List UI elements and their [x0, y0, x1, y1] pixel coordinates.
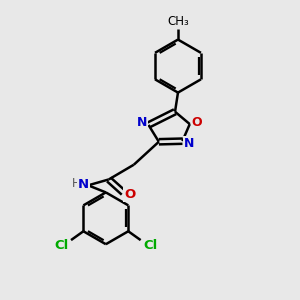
Text: N: N — [137, 116, 147, 129]
Text: CH₃: CH₃ — [167, 15, 189, 28]
Text: O: O — [192, 116, 203, 129]
Text: O: O — [124, 188, 136, 201]
Text: N: N — [184, 137, 194, 150]
Text: Cl: Cl — [55, 239, 69, 252]
Text: N: N — [78, 178, 89, 191]
Text: Cl: Cl — [143, 239, 157, 252]
Text: H: H — [72, 177, 81, 190]
